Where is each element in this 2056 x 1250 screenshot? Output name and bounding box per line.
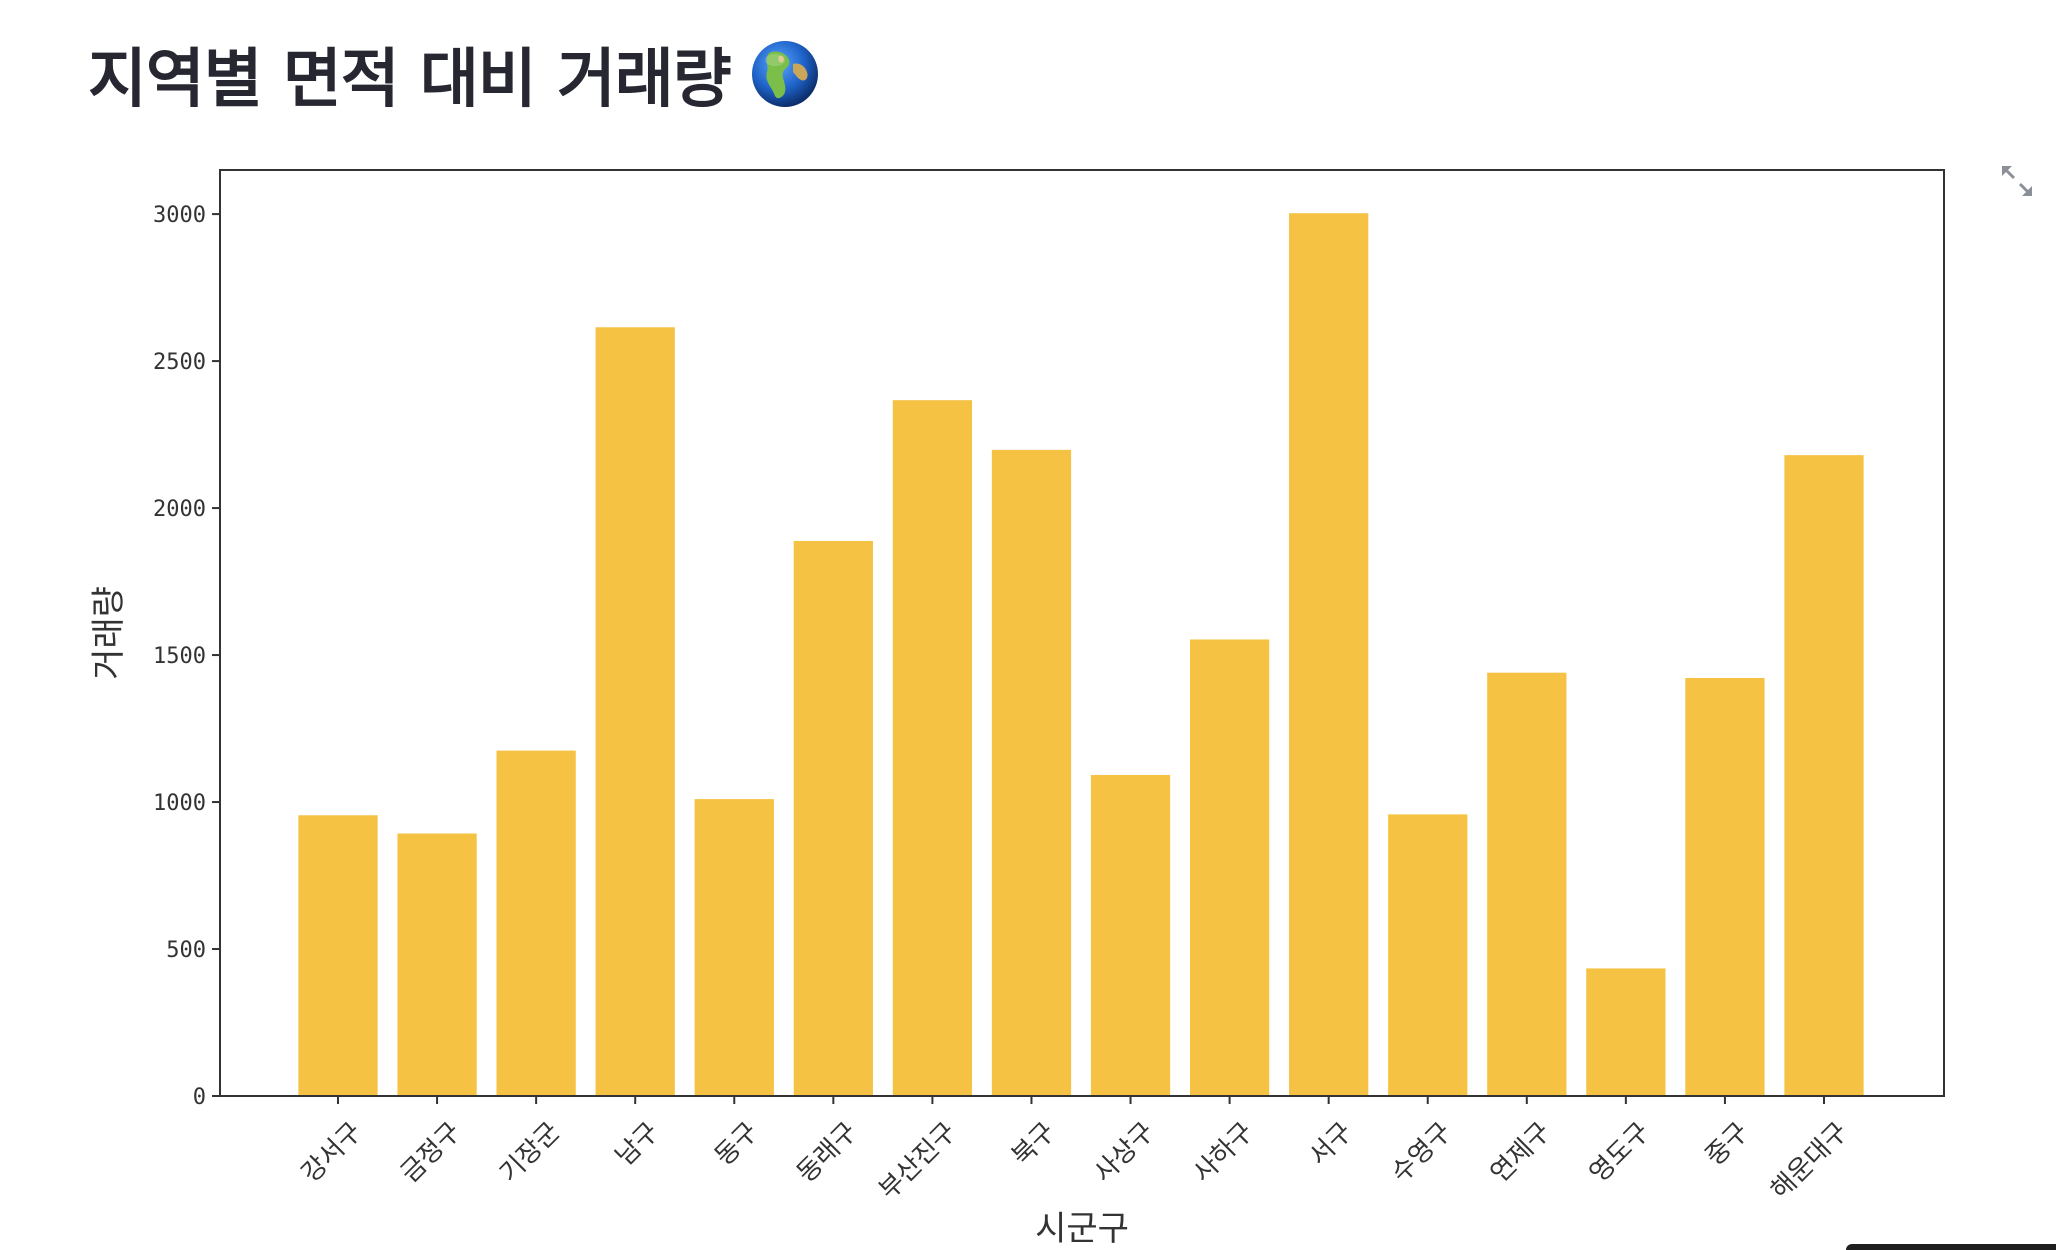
y-axis-ticks: 0 500 1000 1500 2000 2500 3000	[153, 203, 220, 1110]
y-tick-label: 1500	[153, 644, 206, 669]
x-tick-label: 강서구	[296, 1117, 368, 1189]
x-axis-ticks: 강서구 금정구 기장군 남구 동구 동래구 부산진구 북구 사상구 사하구 서구 수영구 연제구 영도구 중…	[296, 1096, 1854, 1206]
y-tick-label: 3000	[153, 203, 206, 228]
page-title: 지역별 면적 대비 거래량	[88, 28, 821, 120]
x-tick-label: 북구	[1006, 1117, 1061, 1172]
bar-3	[595, 327, 675, 1096]
bar-4	[694, 799, 774, 1096]
bar-10	[1289, 213, 1369, 1097]
x-tick-label: 중구	[1700, 1117, 1755, 1172]
bar-11	[1388, 814, 1468, 1096]
bars-group	[298, 213, 1864, 1097]
x-tick-label: 영도구	[1584, 1117, 1656, 1189]
bar-12	[1487, 672, 1567, 1096]
x-tick-label: 기장군	[494, 1117, 566, 1189]
bar-9	[1189, 639, 1270, 1096]
bottom-scroll-indicator	[1846, 1244, 2056, 1250]
bar-13	[1586, 968, 1666, 1096]
bar-8	[1090, 774, 1171, 1096]
x-tick-label: 동래구	[791, 1117, 863, 1189]
x-tick-label: 금정구	[395, 1117, 467, 1189]
plot-frame	[219, 169, 1945, 1097]
bar-14	[1685, 677, 1765, 1096]
x-tick-label: 서구	[1304, 1117, 1359, 1172]
bar-0	[298, 815, 378, 1096]
y-tick-label: 1000	[153, 791, 206, 816]
bar-6	[892, 400, 973, 1097]
x-tick-label: 수영구	[1386, 1117, 1458, 1189]
y-tick-label: 2500	[153, 350, 206, 375]
x-axis-label: 시군구	[1035, 1209, 1129, 1249]
y-tick-label: 0	[193, 1085, 206, 1110]
x-tick-label: 사하구	[1188, 1117, 1260, 1189]
y-tick-label: 2000	[153, 497, 206, 522]
bar-1	[397, 833, 477, 1096]
x-tick-label: 사상구	[1089, 1117, 1161, 1189]
x-tick-label: 남구	[610, 1117, 665, 1172]
globe-icon	[751, 41, 818, 107]
bar-2	[496, 750, 576, 1096]
bar-15	[1784, 455, 1864, 1097]
y-axis-label: 거래량	[89, 586, 129, 680]
x-tick-label: 동구	[709, 1117, 764, 1172]
bar-7	[991, 449, 1072, 1096]
x-tick-label: 연제구	[1485, 1117, 1557, 1189]
page-title-text: 지역별 면적 대비 거래량	[88, 43, 732, 117]
x-tick-label: 해운대구	[1765, 1117, 1854, 1206]
x-tick-label: 부산진구	[873, 1117, 962, 1206]
expand-icon[interactable]	[2000, 164, 2034, 198]
y-tick-label: 500	[166, 938, 206, 963]
bar-5	[793, 540, 873, 1096]
